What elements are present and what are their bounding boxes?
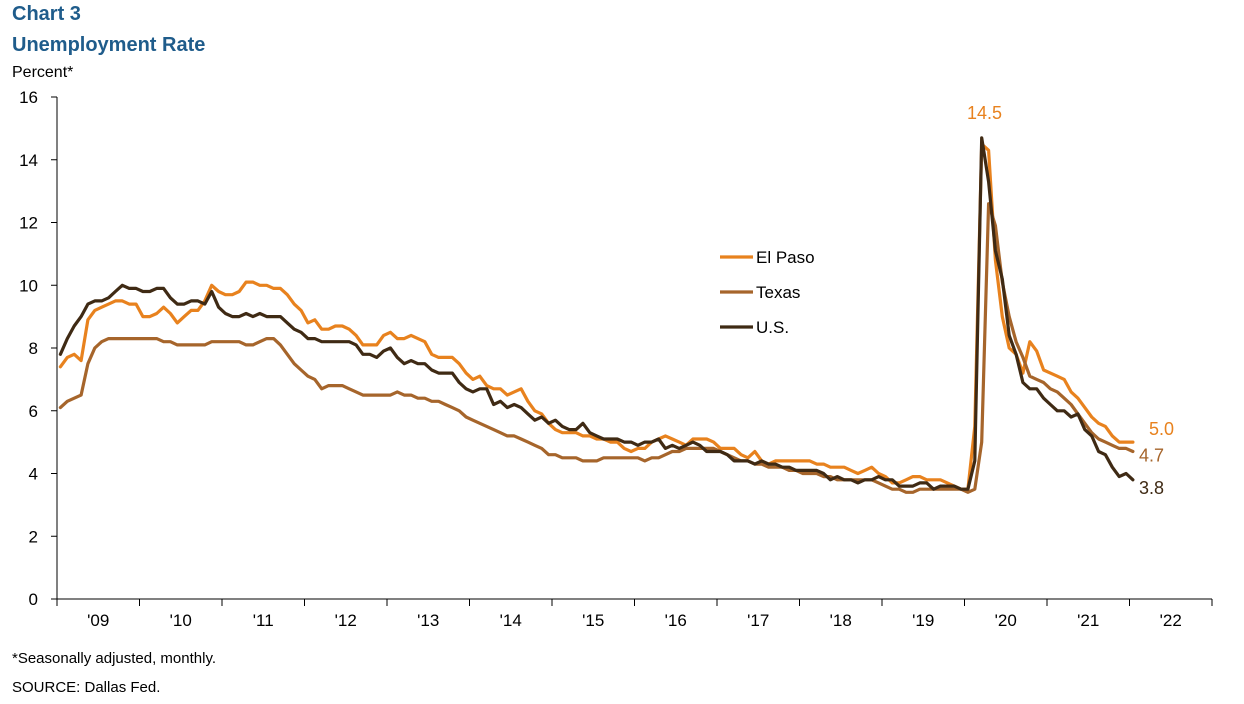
data-label-u-s: 3.8 [1139,478,1164,498]
x-tick-label: '15 [582,611,604,630]
series-line-texas [58,202,1135,494]
x-tick-label: '19 [912,611,934,630]
y-tick-label: 2 [29,527,38,546]
x-tick-label: '16 [665,611,687,630]
x-tick-label: '11 [253,611,274,630]
y-tick-label: 4 [29,465,38,484]
legend-label-u-s: U.S. [756,318,789,337]
x-tick-label: '13 [417,611,439,630]
series-lines [58,136,1135,494]
y-tick-label: 10 [19,276,38,295]
axes [56,97,1212,600]
x-tick-label: '21 [1077,611,1099,630]
y-tick-label: 6 [29,402,38,421]
x-tick-label: '18 [830,611,852,630]
series-line-u-s [58,136,1135,491]
axis-ticks: 0 2 4 6 8 10 12 14 16 '09 '10 '11 '12 '13 '14 '15 '16 '17… [19,88,1213,630]
x-tick-label: '22 [1160,611,1182,630]
source-note: SOURCE: Dallas Fed. [12,679,161,696]
chart-title: Chart 3 [12,3,81,25]
x-tick-label: '12 [335,611,357,630]
x-tick-label: '17 [747,611,769,630]
legend: El Paso Texas U.S. [720,248,815,337]
x-tick-label: '10 [170,611,192,630]
data-label-texas: 4.7 [1139,446,1164,466]
y-axis-label: Percent* [12,64,74,81]
y-tick-label: 12 [19,214,38,233]
y-tick-label: 14 [19,151,38,170]
y-tick-label: 0 [29,590,38,609]
data-label-el-paso: 5.0 [1149,419,1174,439]
data-label-el-paso: 14.5 [967,103,1002,123]
x-tick-label: '09 [87,611,109,630]
y-tick-label: 16 [19,88,38,107]
y-tick-label: 8 [29,339,38,358]
chart-subtitle: Unemployment Rate [12,34,206,56]
footnote: *Seasonally adjusted, monthly. [12,650,217,667]
legend-label-el-paso: El Paso [756,248,815,267]
legend-label-texas: Texas [756,283,800,302]
x-tick-label: '14 [500,611,522,630]
x-tick-label: '20 [995,611,1017,630]
data-labels: 14.5 5.0 4.7 3.8 [967,103,1174,498]
